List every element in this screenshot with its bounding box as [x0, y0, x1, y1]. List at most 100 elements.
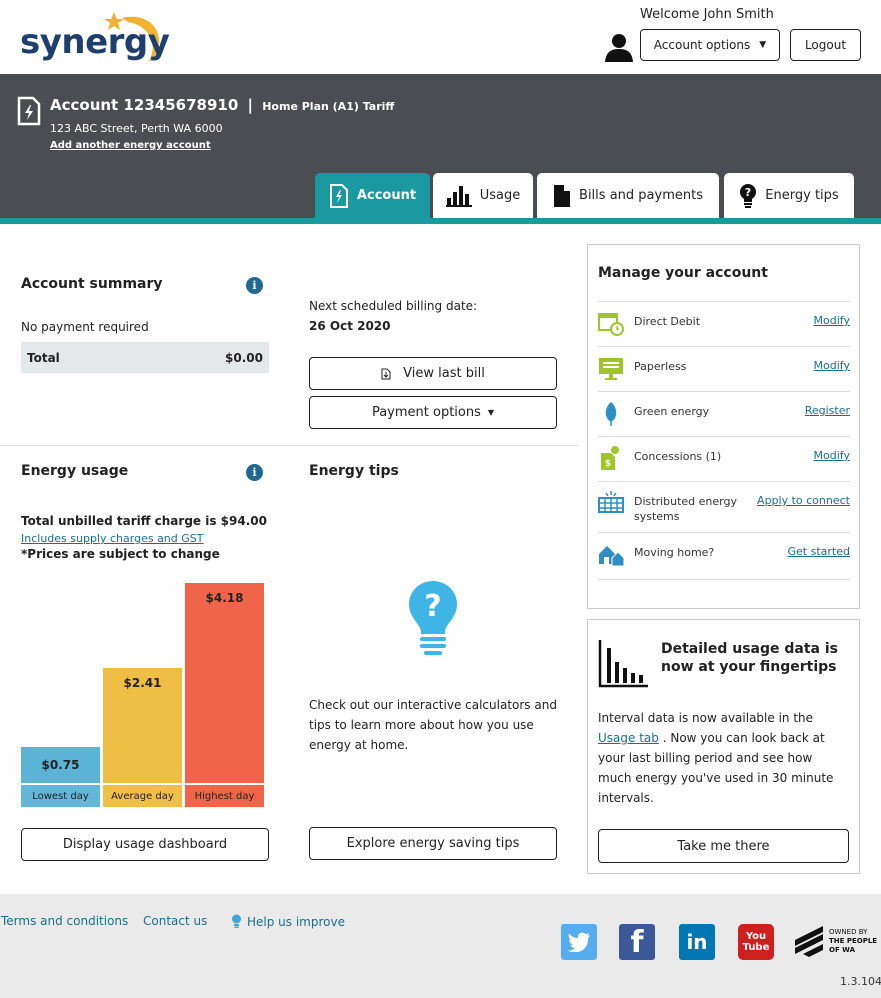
account-options-label: Account options	[653, 38, 751, 52]
apply-to-connect-link[interactable]: Apply to connect	[757, 494, 850, 507]
tab-usage[interactable]: Usage	[433, 173, 533, 218]
version-number: 1.3.104	[840, 975, 881, 988]
billing-date-label: Next scheduled billing date:	[309, 299, 478, 313]
usage-bar-lowest-day: $0.75	[21, 747, 100, 783]
owned-by-line-3: OF WA	[829, 946, 855, 954]
total-label: Total	[27, 350, 60, 365]
payment-options-button[interactable]: Payment options ▼	[309, 396, 557, 429]
document-icon	[554, 184, 571, 207]
tab-bills-and-payments[interactable]: Bills and payments	[537, 173, 719, 218]
manage-item-label: Moving home?	[634, 546, 715, 559]
energy-tips-body: Check out our interactive calculators an…	[309, 698, 557, 752]
tab-energy-tips[interactable]: ? Energy tips	[724, 173, 854, 218]
owned-by-line-1: OWNED BY	[829, 928, 868, 936]
manage-item-label: Direct Debit	[634, 315, 701, 328]
bar-category-label: Average day	[103, 785, 182, 807]
energy-tips-title: Energy tips	[309, 463, 399, 479]
total-row: Total $0.00	[21, 342, 269, 373]
modify-link[interactable]: Modify	[813, 359, 850, 372]
help-us-improve-label: Help us improve	[247, 914, 345, 929]
tab-account-label: Account	[356, 188, 417, 203]
view-last-bill-button[interactable]: View last bill	[309, 357, 557, 390]
svg-text:?: ?	[424, 589, 441, 624]
info-icon[interactable]: i	[246, 277, 263, 294]
youtube-icon[interactable]: You Tube	[738, 924, 774, 960]
view-last-bill-label: View last bill	[403, 366, 485, 381]
interval-body-end: . Now you can look back at your last bil…	[598, 731, 834, 805]
bar-category-label: Highest day	[185, 785, 264, 807]
modify-link[interactable]: Modify	[813, 449, 850, 462]
interval-body: Interval data is now available in the Us…	[598, 708, 848, 808]
help-us-improve-link[interactable]: Help us improve	[231, 914, 345, 929]
manage-item-label: Paperless	[634, 360, 687, 373]
payment-options-label: Payment options	[371, 405, 481, 420]
youtube-icon-text: You Tube	[742, 931, 770, 953]
synergy-logo[interactable]: synergy	[18, 8, 170, 68]
calendar-clock-icon	[598, 310, 624, 336]
explore-energy-tips-button[interactable]: Explore energy saving tips	[309, 827, 557, 860]
tab-usage-label: Usage	[479, 188, 521, 203]
terms-link[interactable]: Terms and conditions	[1, 914, 129, 928]
account-options-button[interactable]: Account options ▼	[640, 29, 780, 61]
twitter-icon[interactable]	[561, 924, 597, 960]
prices-note: *Prices are subject to change	[21, 547, 220, 561]
account-title: Account 12345678910 | Home Plan (A1) Tar…	[50, 96, 394, 114]
account-separator: |	[247, 96, 253, 114]
get-started-link[interactable]: Get started	[787, 545, 850, 558]
manage-item-label: Concessions (1)	[634, 450, 722, 463]
tab-account[interactable]: Account	[315, 173, 430, 218]
government-wa-logo-icon	[793, 924, 825, 960]
account-tariff: Home Plan (A1) Tariff	[262, 100, 395, 113]
payment-status: No payment required	[21, 320, 149, 334]
facebook-icon[interactable]: f	[619, 924, 655, 960]
svg-text:$: $	[605, 459, 611, 469]
logo-text: synergy	[20, 22, 170, 62]
unbilled-charge: Total unbilled tariff charge is $94.00	[21, 514, 267, 528]
welcome-text: Welcome John Smith	[640, 7, 774, 22]
bar-chart-icon	[445, 185, 472, 207]
footer-area	[0, 894, 881, 998]
svg-text:?: ?	[745, 186, 751, 199]
usage-bar-average-day: $2.41	[103, 668, 182, 783]
monitor-icon	[598, 355, 624, 381]
usage-bar-highest-day: $4.18	[185, 583, 264, 783]
take-me-there-button[interactable]: Take me there	[598, 829, 849, 863]
register-link[interactable]: Register	[804, 404, 850, 417]
usage-bar-chart: $0.75 Lowest day $2.41 Average day $4.18 High…	[21, 560, 269, 810]
account-doc-icon	[329, 183, 348, 208]
account-number: Account 12345678910	[50, 96, 239, 114]
leaf-icon	[598, 400, 624, 426]
bar-value-label: $4.18	[205, 591, 244, 605]
usage-chart-icon	[598, 640, 648, 688]
display-usage-dashboard-button[interactable]: Display usage dashboard	[21, 828, 269, 861]
modify-link[interactable]: Modify	[813, 314, 850, 327]
manage-account-panel: Manage your account Direct Debit Modify …	[587, 244, 860, 609]
caret-down-icon: ▼	[487, 408, 495, 417]
manage-item-direct-debit: Direct Debit Modify	[598, 301, 850, 346]
energy-usage-title: Energy usage	[21, 463, 129, 479]
manage-item-green-energy: Green energy Register	[598, 391, 850, 436]
includes-supply-link[interactable]: Includes supply charges and GST	[21, 532, 204, 545]
user-icon	[604, 32, 634, 62]
concession-doc-icon: $	[598, 445, 624, 471]
solar-panel-icon	[598, 490, 624, 516]
usage-tab-link[interactable]: Usage tab	[598, 731, 659, 745]
moving-house-icon	[598, 541, 625, 567]
add-energy-account-link[interactable]: Add another energy account	[50, 140, 211, 151]
info-icon[interactable]: i	[246, 464, 263, 481]
account-summary-title: Account summary	[21, 276, 163, 292]
download-doc-icon	[381, 368, 391, 379]
manage-item-label: Green energy	[634, 405, 710, 418]
interval-title: Detailed usage data is now at your finge…	[661, 641, 838, 675]
owned-by-text: OWNED BY THE PEOPLE OF WA	[829, 928, 877, 955]
bar-value-label: $2.41	[123, 676, 162, 690]
account-address: 123 ABC Street, Perth WA 6000	[50, 122, 223, 135]
linkedin-icon[interactable]: in	[679, 924, 715, 960]
logout-button[interactable]: Logout	[790, 29, 861, 61]
manage-account-title: Manage your account	[598, 265, 768, 281]
manage-item-moving-home: Moving home? Get started	[598, 532, 850, 580]
interval-data-panel: Detailed usage data is now at your finge…	[587, 619, 860, 874]
lightbulb-icon: ?	[740, 183, 757, 208]
manage-item-paperless: Paperless Modify	[598, 346, 850, 391]
contact-link[interactable]: Contact us	[143, 914, 208, 928]
